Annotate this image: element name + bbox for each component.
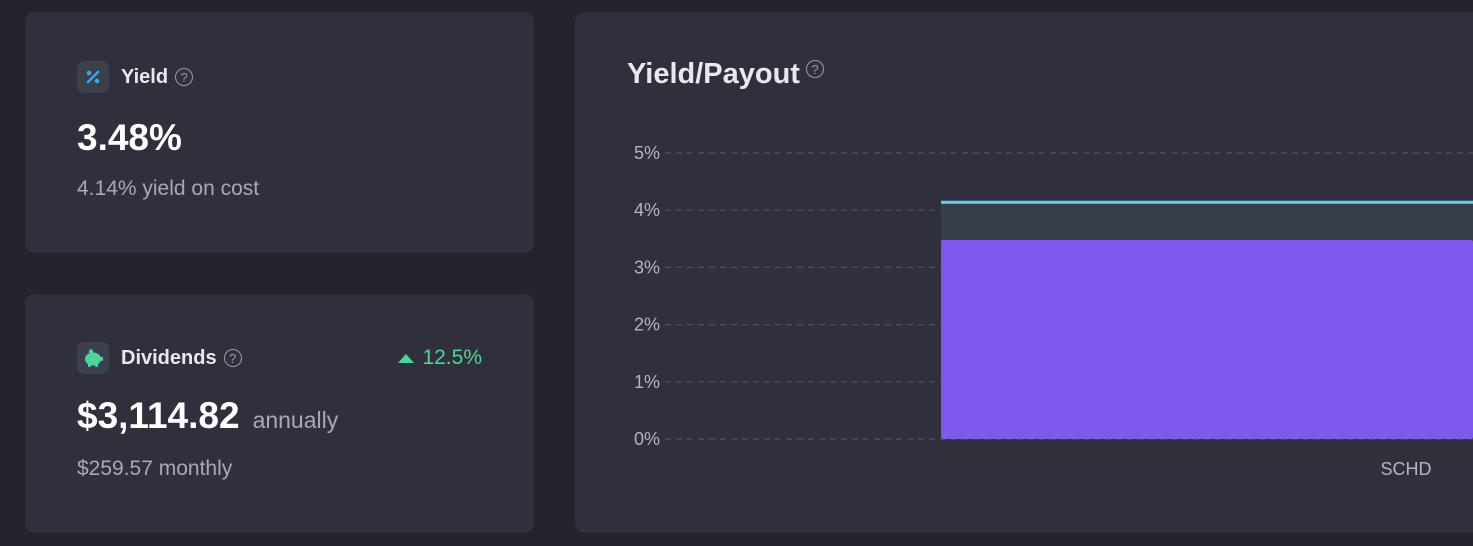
help-icon[interactable]: ? — [223, 349, 242, 367]
yield-bar — [941, 239, 1473, 439]
yield-card: Yield ? 3.48% 4.14% yield on cost — [25, 12, 534, 253]
yield-label-row: Yield ? — [77, 61, 194, 93]
y-tick-label: 2% — [634, 315, 660, 335]
y-tick-label: 0% — [634, 429, 660, 449]
y-tick-label: 1% — [634, 372, 660, 392]
yield-on-cost: 4.14% yield on cost — [77, 177, 260, 200]
monthly-dividend: $259.57 monthly — [77, 457, 233, 480]
percent-icon — [77, 61, 109, 93]
dividends-label: Dividends — [121, 346, 217, 369]
piggy-bank-icon — [77, 342, 109, 374]
chart-title: Yield/Payout — [627, 58, 800, 90]
y-tick-label: 5% — [634, 143, 660, 163]
y-tick-label: 4% — [634, 200, 660, 220]
annual-dividend-value: $3,114.82 — [77, 395, 240, 436]
yield-value: 3.48% — [77, 117, 182, 158]
annual-dividend-suffix: annually — [252, 407, 339, 433]
dividend-change-value: 12.5% — [422, 346, 482, 369]
dividends-label-row: Dividends ? — [77, 342, 242, 374]
y-tick-label: 3% — [634, 257, 660, 277]
dividends-card: Dividends ? 12.5% $3,114.82 annually $25… — [25, 294, 534, 533]
dividend-change: 12.5% — [398, 346, 482, 370]
yield-label: Yield — [121, 65, 169, 88]
x-category-label: SCHD — [1380, 459, 1431, 479]
arrow-up-icon — [398, 353, 415, 363]
help-icon[interactable]: ? — [805, 60, 824, 78]
help-icon[interactable]: ? — [175, 68, 194, 86]
chart-title-row: Yield/Payout ? — [627, 58, 824, 91]
annual-dividend: $3,114.82 annually — [77, 395, 338, 437]
yield-payout-card: Yield/Payout ? 0% 1% 2% 3% 4% 5% SCHD — [575, 12, 1473, 533]
yield-payout-chart: 0% 1% 2% 3% 4% 5% SCHD — [634, 143, 1473, 479]
